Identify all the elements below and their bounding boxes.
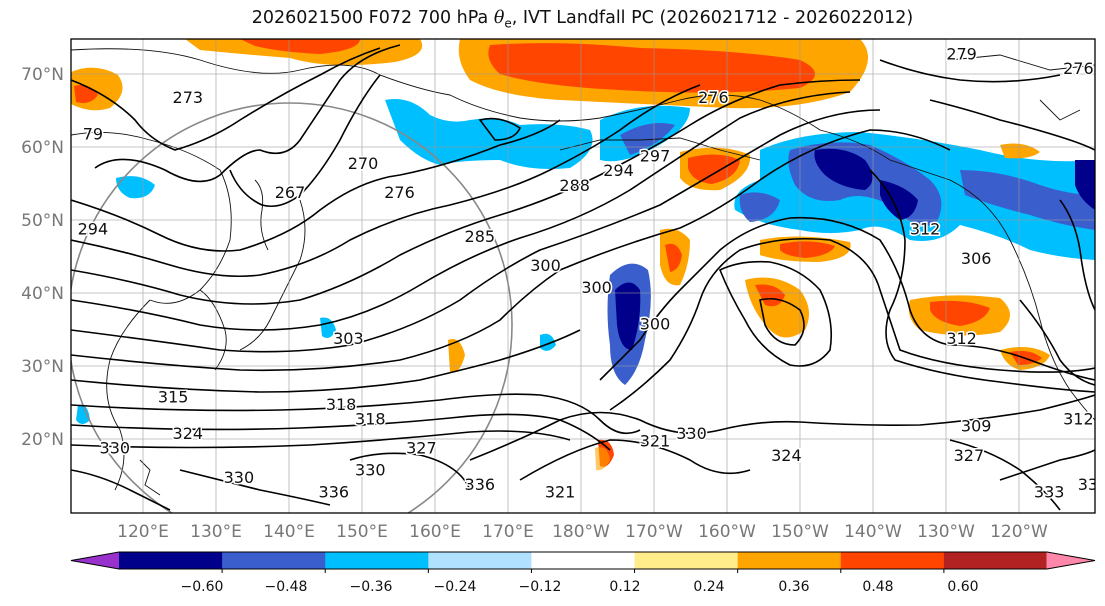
contour-label: 324	[771, 446, 802, 465]
map-title-prefix: 2026021500 F072 700 hPa	[251, 8, 494, 28]
contour-label: 285	[465, 227, 496, 246]
contour-label: 321	[545, 482, 576, 501]
map-title: 2026021500 F072 700 hPa θe, IVT Landfall…	[0, 8, 1105, 31]
colorbar-segment	[222, 552, 326, 569]
contour-label-layer: 273 79 267 270 276 285 288 294 297 294 300 300 303 30…	[76, 43, 1105, 503]
colorbar-tick-label: 0.60	[947, 579, 978, 595]
contour-label: 324	[173, 424, 204, 443]
contour-label: 330	[224, 468, 255, 487]
colorbar-outline	[70, 551, 1096, 570]
contour-label: 318	[326, 395, 357, 414]
lat-label: 30°N	[21, 357, 64, 377]
contour-label: 336	[319, 482, 350, 501]
contour-label: 330	[676, 424, 707, 443]
colorbar-tick-labels: −0.60 −0.48 −0.36 −0.24 −0.12 0.12 0.24 …	[181, 579, 979, 595]
lon-label: 140°W	[844, 522, 902, 542]
contour-label: 330	[355, 461, 386, 480]
lon-label: 160°E	[409, 522, 461, 542]
contour-label: 279	[946, 44, 977, 63]
colorbar-tick-label: 0.36	[778, 579, 809, 595]
colorbar-extend-low	[71, 552, 120, 569]
colorbar-tick-label: 0.24	[693, 579, 724, 595]
lon-label: 170°E	[482, 522, 534, 542]
contour-label: 318	[355, 409, 386, 428]
lon-label: 160°W	[698, 522, 756, 542]
colorbar-segment	[325, 552, 429, 569]
colorbar-tick-label: −0.36	[350, 579, 393, 595]
contour-label: 273	[173, 88, 204, 107]
contour-label: 294	[603, 161, 634, 180]
contour-label: 79	[83, 125, 103, 144]
range-circle	[71, 102, 513, 513]
contour-label: 330	[100, 439, 131, 458]
map-frame	[70, 38, 1096, 514]
lon-label: 150°E	[336, 522, 388, 542]
contour-label: 270	[348, 154, 379, 173]
colorbar-segment	[737, 552, 842, 569]
lat-label: 50°N	[21, 211, 64, 231]
contour-label: 312	[910, 220, 941, 239]
contour-label: 321	[640, 431, 671, 450]
contour-label: 303	[333, 329, 364, 348]
contour-label: 327	[954, 446, 985, 465]
lon-label: 150°W	[771, 522, 829, 542]
contour-label: 312	[946, 329, 977, 348]
lat-label: 70°N	[21, 65, 64, 85]
map-canvas: 273 79 267 270 276 285 288 294 297 294 300 300 303 30…	[71, 39, 1105, 513]
colorbar-segment	[634, 552, 739, 569]
contour-label: 267	[275, 183, 306, 202]
contour-label: 297	[640, 147, 671, 166]
contour-label: 309	[961, 417, 992, 436]
contour-label: 333	[1034, 482, 1065, 501]
colorbar-tick-label: −0.48	[265, 579, 308, 595]
contour-label: 300	[530, 256, 561, 275]
contour-label: 276	[1063, 59, 1094, 78]
longitude-axis-labels: 120°E 130°E 140°E 150°E 160°E 170°E 180°…	[117, 522, 1048, 542]
lon-label: 140°E	[263, 522, 315, 542]
theta-symbol: θ	[493, 8, 505, 28]
lat-label: 20°N	[21, 430, 64, 450]
contour-label: 300	[640, 315, 671, 334]
map-title-suffix: , IVT Landfall PC (2026021712 - 20260220…	[511, 8, 914, 28]
colorbar-tick-label: −0.12	[519, 579, 562, 595]
colorbar-tick-label: 0.12	[609, 579, 640, 595]
contour-label: 330	[1078, 475, 1105, 494]
theta-e-contour-layer	[71, 44, 1095, 511]
lon-label: 180°W	[552, 522, 610, 542]
lon-label: 120°W	[990, 522, 1048, 542]
colorbar-extend-high	[1046, 552, 1095, 569]
colorbar-tick-label: −0.60	[181, 579, 224, 595]
contour-label: 300	[581, 278, 612, 297]
colorbar-segment	[943, 552, 1048, 569]
theta-subscript: e	[504, 16, 512, 31]
contour-label: 306	[961, 249, 992, 268]
lat-label: 40°N	[21, 284, 64, 304]
colorbar-segment	[531, 552, 636, 569]
contour-label: 312	[1063, 409, 1094, 428]
colorbar-segment	[428, 552, 533, 569]
contour-label: 288	[559, 176, 590, 195]
lon-label: 130°E	[190, 522, 242, 542]
lon-label: 170°W	[625, 522, 683, 542]
coastline-layer	[71, 48, 1095, 496]
graticule	[71, 39, 1095, 513]
contour-label: 336	[465, 475, 496, 494]
colorbar-segment	[840, 552, 945, 569]
lat-label: 60°N	[21, 138, 64, 158]
contour-label: 276	[384, 183, 415, 202]
latitude-axis-labels: 70°N 60°N 50°N 40°N 30°N 20°N	[21, 65, 64, 450]
contour-label: 276	[698, 88, 729, 107]
contour-label: 327	[406, 439, 437, 458]
lon-label: 120°E	[117, 522, 169, 542]
colorbar-tick-label: −0.24	[434, 579, 477, 595]
colorbar	[70, 551, 1096, 573]
colorbar-segment	[119, 552, 223, 569]
lon-label: 130°W	[917, 522, 975, 542]
anomaly-fill-layer	[71, 39, 1095, 471]
colorbar-tick-label: 0.48	[862, 579, 893, 595]
contour-label: 294	[78, 220, 109, 239]
contour-label: 315	[158, 388, 189, 407]
